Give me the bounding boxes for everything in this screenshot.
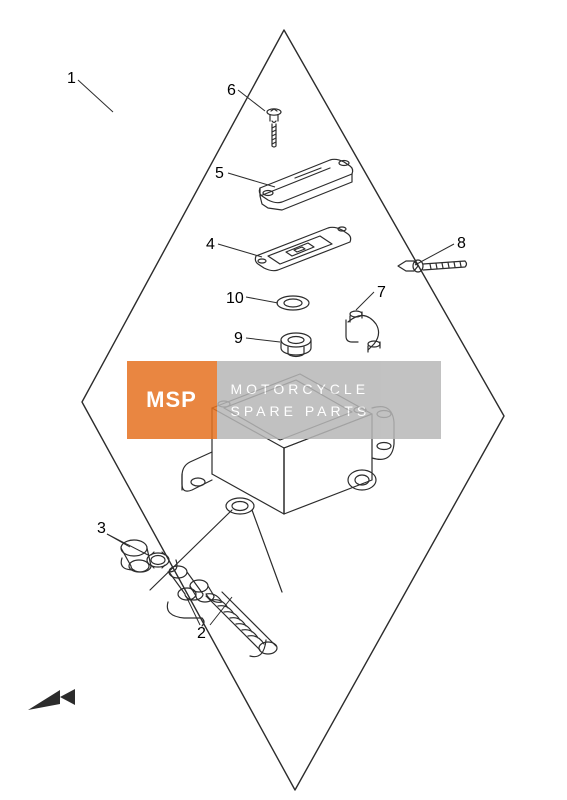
watermark-right: MOTORCYCLE SPARE PARTS <box>217 361 441 439</box>
part-piston-set <box>167 566 277 657</box>
part-connector <box>281 333 311 357</box>
leader-line <box>228 173 275 187</box>
part-screw <box>267 109 281 147</box>
leader-line <box>78 80 113 112</box>
watermark: MSP MOTORCYCLE SPARE PARTS <box>127 361 441 439</box>
watermark-line2: SPARE PARTS <box>231 400 441 422</box>
part-diaphragm <box>255 227 350 271</box>
part-cap <box>259 159 352 210</box>
callout-3: 3 <box>95 520 108 538</box>
leader-line <box>218 244 262 257</box>
callout-10: 10 <box>224 290 246 308</box>
callout-9: 9 <box>232 330 245 348</box>
callout-8: 8 <box>455 235 468 253</box>
leader-line <box>107 534 148 555</box>
leader-line <box>246 297 278 303</box>
callout-6: 6 <box>225 82 238 100</box>
watermark-line1: MOTORCYCLE <box>231 378 441 400</box>
callout-7: 7 <box>375 284 388 302</box>
direction-arrow-icon <box>28 689 75 710</box>
callout-2: 2 <box>195 625 208 643</box>
callout-5: 5 <box>213 165 226 183</box>
part-plate <box>277 296 309 310</box>
part-holder <box>346 311 380 352</box>
watermark-left: MSP <box>127 361 217 439</box>
part-bolt <box>398 260 467 272</box>
leader-line <box>246 338 280 342</box>
callout-4: 4 <box>204 236 217 254</box>
callout-1: 1 <box>65 70 78 88</box>
diagram-stage: 1 6 5 4 8 10 7 9 3 2 MSP MOTORCYCLE SPARE PARTS <box>0 0 567 800</box>
leader-lines <box>78 80 454 625</box>
leader-line <box>356 292 374 310</box>
